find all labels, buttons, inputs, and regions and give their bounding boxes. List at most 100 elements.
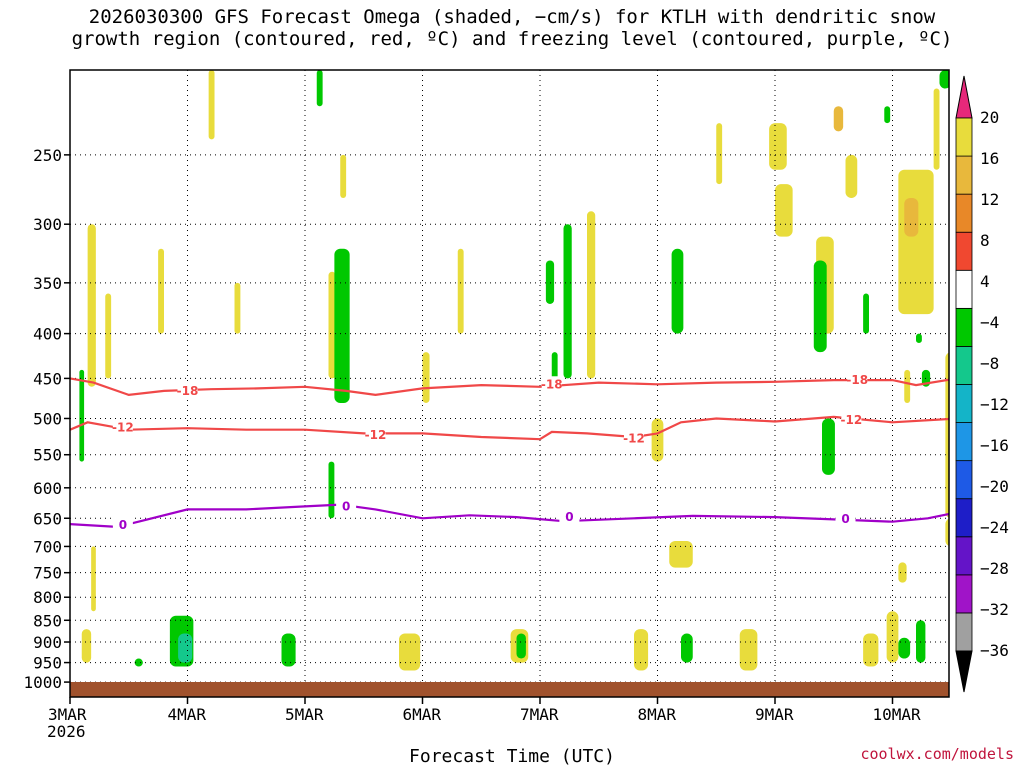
y-tick-label-750: 750 (33, 564, 62, 583)
colorbar-swatch-8 (955, 307, 973, 347)
colorbar-label-7: −12 (980, 395, 1009, 414)
colorbar-swatch-3 (955, 498, 973, 538)
colorbar-label-2: 12 (980, 190, 999, 209)
colorbar-label-6: −8 (980, 354, 999, 373)
x-tick-label-2: 5MAR (285, 705, 324, 724)
colorbar-swatch-4 (955, 460, 973, 500)
omega-region-43 (884, 106, 891, 124)
colorbar-bottom-arrow (955, 650, 973, 693)
omega-region-45 (916, 333, 922, 344)
omega-region-41 (813, 260, 827, 353)
omega-region-42 (863, 293, 869, 334)
y-tick-label-900: 900 (33, 633, 62, 652)
omega-region-10 (587, 211, 596, 379)
omega-region-54 (134, 658, 143, 667)
colorbar-top-arrow (955, 75, 973, 119)
x-tick-label-0: 3MAR (48, 705, 87, 724)
omega-region-20 (904, 369, 911, 403)
omega-region-14 (769, 123, 787, 170)
omega-region-51 (281, 633, 296, 667)
omega-region-19 (933, 88, 940, 170)
contour-lines: -18 -18 -18 -12 -12 -12 -12 0 0 0 0 (70, 372, 949, 532)
omega-region-46 (822, 418, 835, 475)
omega-region-48 (916, 620, 926, 663)
contour-label-bg-1-3 (841, 411, 862, 426)
omega-shading (79, 70, 949, 671)
omega-region-55 (178, 633, 193, 663)
omega-region-31 (739, 629, 758, 671)
colorbar-label-4: 4 (980, 272, 990, 291)
omega-region-2 (158, 248, 164, 334)
omega-region-13 (716, 123, 723, 185)
x-tick-label-3: 6MAR (403, 705, 442, 724)
y-tick-label-1000: 1000 (23, 673, 62, 692)
contour-label-bg-1-2 (624, 430, 644, 445)
colorbar-swatch-12 (955, 155, 973, 195)
colorbar-swatch-7 (955, 346, 973, 385)
omega-region-18 (898, 169, 934, 315)
y-tick-label-500: 500 (33, 409, 62, 428)
colorbar-swatch-13 (955, 117, 973, 157)
colorbar-label-8: −16 (980, 436, 1009, 455)
plot-frame (69, 69, 950, 698)
omega-region-21 (945, 352, 949, 518)
source-credit: coolwx.com/models (860, 745, 1014, 763)
y-tick-label-250: 250 (33, 146, 62, 165)
omega-region-28 (399, 633, 421, 671)
colorbar-label-9: −20 (980, 477, 1009, 496)
grid-lines (70, 70, 949, 697)
y-tick-label-800: 800 (33, 588, 62, 607)
x-axis: 3MAR 4MAR 5MAR 6MAR 7MAR 8MAR 9MAR 10MAR (48, 697, 921, 724)
contour-label-bg-0-1 (541, 376, 562, 391)
x-tick-label-7: 10MAR (873, 705, 922, 724)
y-tick-label-450: 450 (33, 369, 62, 388)
omega-region-40 (671, 248, 684, 334)
chart-title-line1: 2026030300 GFS Forecast Omega (shaded, −… (88, 6, 936, 28)
colorbar-label-0: 20 (980, 108, 999, 127)
y-axis: 250 300 350 400 450 500 550 600 650 700 750 800 850 9… (23, 146, 70, 692)
y-tick-label-650: 650 (33, 509, 62, 528)
omega-region-35 (334, 248, 350, 403)
x-axis-title: Forecast Time (UTC) (409, 746, 615, 767)
omega-region-49 (898, 637, 911, 659)
contour-label-bg-0-2 (847, 372, 868, 387)
y-tick-label-400: 400 (33, 325, 62, 344)
omega-region-27 (81, 629, 92, 663)
contour-label-1-1: -12 (365, 428, 387, 442)
contour-label-1-2: -12 (623, 431, 645, 445)
omega-region-24 (886, 611, 899, 663)
colorbar-label-12: −32 (980, 600, 1009, 619)
contour-label-0-1: -18 (541, 377, 563, 391)
omega-region-23 (898, 562, 907, 583)
omega-region-7 (340, 154, 347, 198)
x-tick-label-1: 4MAR (168, 705, 207, 724)
contour-label-bg-0-0 (177, 382, 198, 397)
colorbar-swatch-11 (955, 193, 973, 233)
contour-label-0-2: -18 (846, 373, 868, 387)
omega-region-38 (563, 224, 572, 379)
colorbar-swatch-9 (955, 269, 973, 309)
omega-region-4 (208, 70, 215, 140)
omega-region-32 (863, 633, 879, 667)
contour-label-bg-2-1 (336, 498, 357, 513)
contour-label-2-0: 0 (119, 518, 127, 532)
contour-label-bg-2-0 (112, 517, 133, 532)
contour-label-bg-1-1 (365, 426, 386, 441)
contour-label-bg-2-3 (835, 510, 856, 525)
omega-region-15 (775, 184, 793, 237)
x-tick-label-6: 9MAR (755, 705, 794, 724)
chart-title-line2: growth region (contoured, red, ºC) and f… (71, 28, 953, 50)
omega-region-37 (545, 260, 555, 304)
colorbar-swatch-1 (955, 574, 973, 614)
omega-region-36 (328, 461, 335, 519)
omega-region-8 (457, 248, 464, 334)
y-tick-label-850: 850 (33, 611, 62, 630)
omega-region-53 (681, 633, 693, 663)
contour-label-bg-1-0 (112, 419, 133, 434)
contour-line-1 (70, 415, 949, 441)
colorbar-swatch-2 (955, 536, 973, 576)
colorbar-label-10: −24 (980, 518, 1009, 537)
omega-region-5 (234, 282, 241, 334)
omega-region-34 (316, 70, 323, 107)
